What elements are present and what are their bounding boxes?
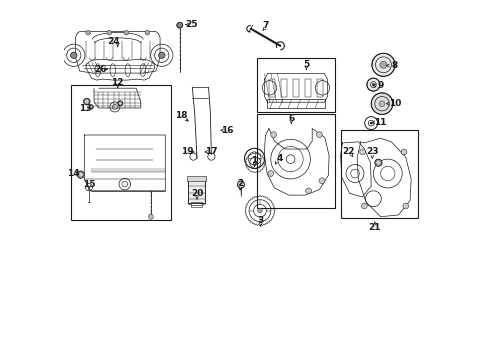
Text: 9: 9: [377, 81, 383, 90]
Text: 10: 10: [388, 99, 400, 108]
Text: 12: 12: [111, 77, 124, 86]
Circle shape: [267, 171, 273, 176]
Bar: [266, 99, 324, 108]
Circle shape: [77, 171, 84, 178]
Circle shape: [318, 178, 324, 184]
Text: 21: 21: [368, 223, 380, 232]
Circle shape: [316, 132, 322, 138]
Bar: [340, 130, 417, 218]
Bar: [257, 58, 335, 112]
Circle shape: [83, 98, 90, 105]
Circle shape: [370, 93, 392, 114]
Bar: [187, 177, 205, 203]
Circle shape: [402, 203, 408, 209]
Text: 16: 16: [221, 126, 233, 135]
Circle shape: [369, 122, 371, 124]
Circle shape: [400, 149, 406, 155]
Text: 14: 14: [67, 169, 80, 178]
Text: 4: 4: [276, 154, 283, 163]
Circle shape: [158, 52, 164, 58]
Bar: [71, 85, 170, 220]
Text: 25: 25: [184, 20, 197, 29]
Circle shape: [305, 188, 311, 194]
Circle shape: [361, 203, 366, 209]
Text: 1: 1: [251, 156, 257, 165]
Bar: [257, 114, 335, 208]
Text: 22: 22: [341, 148, 354, 156]
Circle shape: [123, 30, 128, 35]
Bar: [292, 78, 298, 97]
Text: 19: 19: [181, 148, 194, 156]
Text: 17: 17: [204, 148, 217, 156]
Text: 2: 2: [237, 179, 243, 188]
Bar: [316, 78, 322, 97]
Text: 24: 24: [106, 37, 119, 46]
Circle shape: [253, 161, 257, 165]
Circle shape: [371, 53, 394, 76]
Circle shape: [366, 78, 379, 91]
Circle shape: [118, 101, 122, 106]
Text: 18: 18: [175, 111, 187, 120]
Text: 15: 15: [82, 180, 95, 189]
Circle shape: [70, 52, 77, 58]
Bar: [305, 78, 310, 97]
Circle shape: [371, 84, 374, 86]
Circle shape: [145, 30, 149, 35]
Text: 6: 6: [287, 113, 294, 122]
Text: 8: 8: [391, 61, 397, 70]
Circle shape: [107, 30, 111, 35]
Circle shape: [374, 159, 381, 166]
Circle shape: [270, 132, 276, 138]
Bar: [186, 176, 206, 181]
Circle shape: [85, 30, 90, 35]
Circle shape: [89, 105, 93, 109]
Circle shape: [237, 181, 244, 188]
Bar: [268, 78, 274, 97]
Text: 7: 7: [262, 21, 268, 30]
Text: 23: 23: [366, 148, 378, 156]
Circle shape: [257, 208, 262, 213]
Bar: [191, 202, 202, 207]
Circle shape: [148, 214, 153, 219]
Text: 11: 11: [374, 118, 386, 127]
Bar: [187, 177, 205, 203]
Circle shape: [379, 61, 386, 68]
Text: 20: 20: [190, 189, 203, 198]
Text: 3: 3: [257, 216, 264, 225]
Text: 5: 5: [303, 60, 309, 69]
Text: 26: 26: [94, 65, 106, 74]
Text: 13: 13: [79, 104, 91, 112]
Circle shape: [378, 101, 384, 107]
Circle shape: [177, 22, 182, 28]
Bar: [281, 78, 286, 97]
Circle shape: [359, 149, 365, 155]
